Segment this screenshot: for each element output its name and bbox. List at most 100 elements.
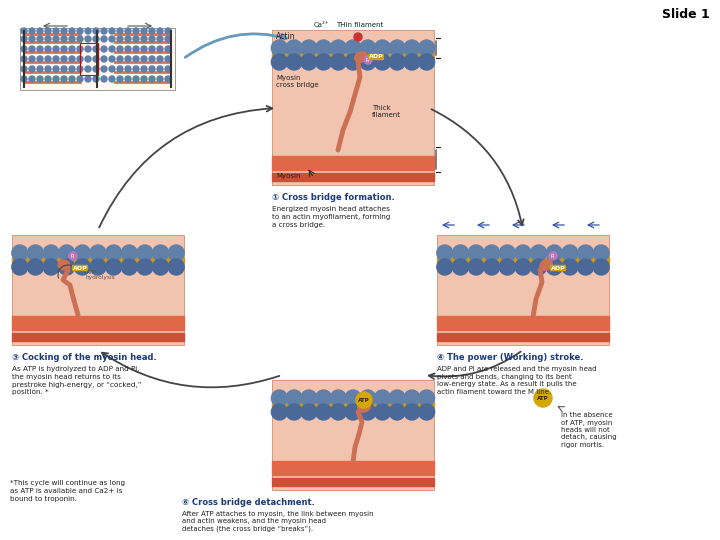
Circle shape xyxy=(90,245,106,261)
Circle shape xyxy=(133,28,139,34)
Circle shape xyxy=(45,66,51,72)
Circle shape xyxy=(345,40,361,56)
Text: ADP: ADP xyxy=(551,266,565,271)
Bar xyxy=(437,333,609,341)
Circle shape xyxy=(157,36,163,42)
Circle shape xyxy=(157,28,163,34)
Text: Thick
filament: Thick filament xyxy=(372,105,401,118)
Bar xyxy=(272,173,434,181)
Circle shape xyxy=(137,245,153,261)
Circle shape xyxy=(93,46,99,52)
Circle shape xyxy=(330,404,346,420)
Circle shape xyxy=(301,404,317,420)
Bar xyxy=(272,402,434,408)
Text: THin filament: THin filament xyxy=(336,22,383,28)
Circle shape xyxy=(593,245,609,261)
Bar xyxy=(437,235,609,345)
Circle shape xyxy=(546,259,562,275)
Bar xyxy=(437,316,609,330)
Circle shape xyxy=(21,76,27,82)
Circle shape xyxy=(404,404,420,420)
Circle shape xyxy=(141,36,147,42)
Circle shape xyxy=(404,390,420,406)
Circle shape xyxy=(404,54,420,70)
Circle shape xyxy=(37,66,43,72)
Circle shape xyxy=(418,404,435,420)
Text: Myosin
cross bridge: Myosin cross bridge xyxy=(276,75,319,88)
Circle shape xyxy=(109,36,115,42)
Circle shape xyxy=(500,245,516,261)
Circle shape xyxy=(109,66,115,72)
Circle shape xyxy=(301,54,317,70)
Bar xyxy=(80,43,98,75)
Circle shape xyxy=(101,66,107,72)
Circle shape xyxy=(534,389,552,407)
Circle shape xyxy=(360,390,376,406)
Circle shape xyxy=(117,46,123,52)
Text: ADP: ADP xyxy=(369,55,383,59)
Circle shape xyxy=(141,56,147,62)
Circle shape xyxy=(577,259,593,275)
Circle shape xyxy=(117,76,123,82)
Circle shape xyxy=(117,56,123,62)
Circle shape xyxy=(109,76,115,82)
Circle shape xyxy=(12,245,28,261)
Circle shape xyxy=(61,28,67,34)
Circle shape xyxy=(133,56,139,62)
Circle shape xyxy=(93,36,99,42)
Circle shape xyxy=(286,40,302,56)
Circle shape xyxy=(69,56,75,62)
Circle shape xyxy=(165,66,171,72)
Circle shape xyxy=(390,404,405,420)
Bar xyxy=(272,461,434,475)
Circle shape xyxy=(61,46,67,52)
Circle shape xyxy=(531,259,546,275)
Circle shape xyxy=(315,54,331,70)
Circle shape xyxy=(37,46,43,52)
Circle shape xyxy=(21,46,27,52)
Circle shape xyxy=(93,56,99,62)
Text: ATP: ATP xyxy=(537,395,549,401)
Circle shape xyxy=(45,56,51,62)
Bar xyxy=(12,235,184,345)
Circle shape xyxy=(85,46,91,52)
Circle shape xyxy=(364,56,372,64)
Circle shape xyxy=(330,54,346,70)
Circle shape xyxy=(90,259,106,275)
Circle shape xyxy=(286,390,302,406)
Circle shape xyxy=(69,36,75,42)
Circle shape xyxy=(117,36,123,42)
Circle shape xyxy=(101,56,107,62)
Circle shape xyxy=(125,28,131,34)
Circle shape xyxy=(53,76,59,82)
Circle shape xyxy=(157,56,163,62)
Circle shape xyxy=(59,245,75,261)
Circle shape xyxy=(61,76,67,82)
Circle shape xyxy=(390,40,405,56)
Circle shape xyxy=(286,54,302,70)
Circle shape xyxy=(549,252,557,260)
Circle shape xyxy=(149,56,155,62)
Circle shape xyxy=(125,76,131,82)
Text: Pi: Pi xyxy=(366,57,370,63)
Text: Actin: Actin xyxy=(276,32,295,41)
Circle shape xyxy=(117,66,123,72)
Text: As ATP is hydrolyzed to ADP and Pi,
the myosin head returns to its
prestroke hig: As ATP is hydrolyzed to ADP and Pi, the … xyxy=(12,366,142,395)
Circle shape xyxy=(21,28,27,34)
Circle shape xyxy=(468,259,484,275)
Ellipse shape xyxy=(58,260,70,270)
Circle shape xyxy=(121,259,138,275)
Circle shape xyxy=(61,56,67,62)
Circle shape xyxy=(374,40,390,56)
Circle shape xyxy=(21,56,27,62)
Circle shape xyxy=(374,54,390,70)
Circle shape xyxy=(77,28,83,34)
Circle shape xyxy=(93,66,99,72)
Circle shape xyxy=(345,404,361,420)
Circle shape xyxy=(165,56,171,62)
Circle shape xyxy=(418,40,435,56)
Circle shape xyxy=(61,66,67,72)
Circle shape xyxy=(27,259,43,275)
Circle shape xyxy=(93,76,99,82)
Circle shape xyxy=(390,54,405,70)
